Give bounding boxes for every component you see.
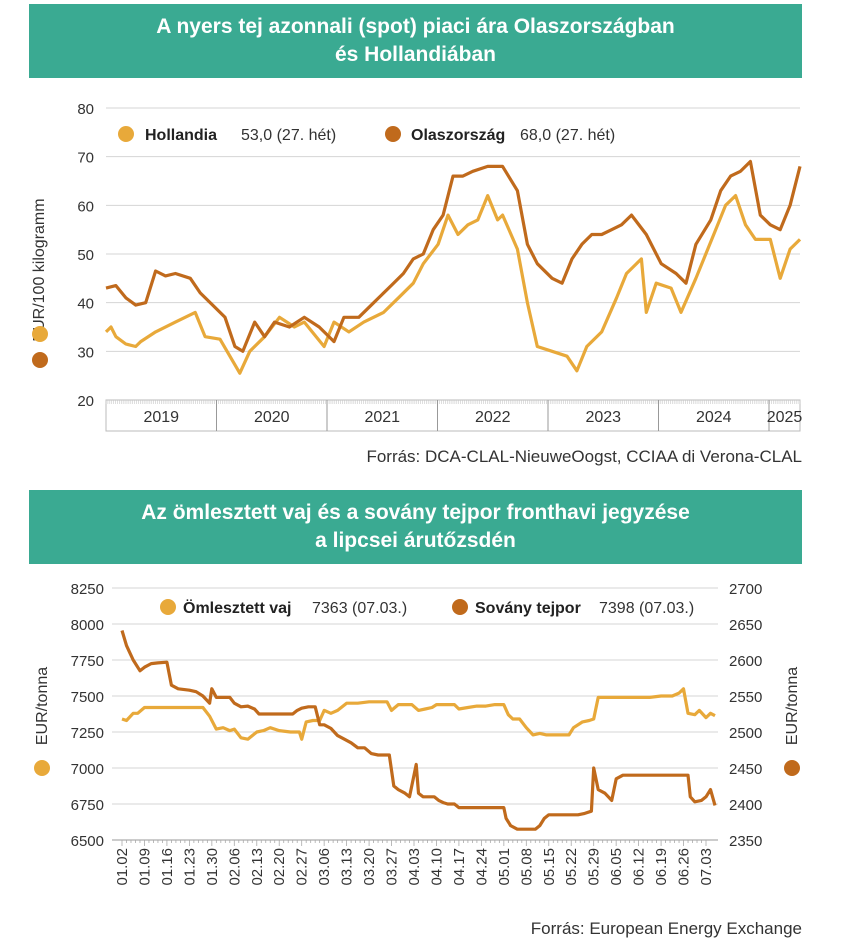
- chart1-y-tick-label: 80: [77, 101, 94, 118]
- chart2-series-line-vaj: [121, 687, 716, 741]
- chart2-x-tick-label: 02.13: [249, 848, 266, 886]
- chart2-source: Forrás: European Energy Exchange: [531, 919, 802, 938]
- legend-hollandia-value: 53,0 (27. hét): [241, 127, 336, 144]
- chart1-y-tick-label: 60: [77, 198, 94, 215]
- chart2-y-tick-label-left: 6500: [71, 833, 104, 850]
- chart2-title-banner: Az ömlesztett vaj és a sovány tejpor fro…: [29, 490, 802, 564]
- chart2-series-lines: [120, 630, 717, 831]
- chart2-x-tick-label: 04.10: [429, 848, 446, 886]
- chart2-x-tick-label: 06.12: [631, 848, 648, 886]
- chart2-y-tick-label-left: 8250: [71, 581, 104, 598]
- chart1-y-tick-label: 70: [77, 150, 94, 167]
- chart2-x-tick-label: 04.03: [406, 848, 423, 886]
- chart1-title-line2: és Hollandiában: [334, 43, 497, 66]
- legend-olaszorszag-name: Olaszország: [411, 127, 505, 144]
- chart2-x-tick-label: 05.22: [563, 848, 580, 886]
- legend-vaj-value: 7363 (07.03.): [312, 600, 407, 617]
- chart2-y-ticks: 8250 8000 7750 7500 7250 7000 6750 6500 2700 2650…: [71, 581, 763, 850]
- chart1-y-tick-label: 50: [77, 247, 94, 264]
- y-axis-olaszorszag-marker: [32, 352, 48, 368]
- legend-tejpor-value: 7398 (07.03.): [599, 600, 694, 617]
- legend-vaj-name: Ömlesztett vaj: [183, 598, 291, 617]
- chart2-x-tick-label: 02.27: [294, 848, 311, 886]
- chart2-butter-smp: 8250 8000 7750 7500 7250 7000 6750 6500 2700 2650…: [34, 581, 802, 938]
- chart1-x-tick-label: 2023: [585, 409, 621, 426]
- chart1-x-axis: 2019 2020 2021 2022 2023 2024 2025: [105, 399, 803, 432]
- chart2-y-tick-label-right: 2700: [729, 581, 762, 598]
- chart2-x-tick-label: 06.05: [608, 848, 625, 886]
- chart2-x-tick-label: 07.03: [698, 848, 715, 886]
- chart2-x-tick-label: 02.06: [226, 848, 243, 886]
- chart2-series-line-tejpor: [120, 630, 717, 831]
- chart2-y-tick-label-right: 2600: [729, 653, 762, 670]
- chart2-y-tick-label-left: 7000: [71, 761, 104, 778]
- chart2-x-tick-label: 05.01: [496, 848, 513, 886]
- y-axis-tejpor-marker: [784, 760, 800, 776]
- chart1-gridlines: [106, 107, 800, 352]
- chart1-title-banner: A nyers tej azonnali (spot) piaci ára Ol…: [29, 4, 802, 78]
- chart2-x-tick-label: 03.13: [339, 848, 356, 886]
- legend-hollandia-name: Hollandia: [145, 127, 217, 144]
- chart2-x-tick-label: 03.20: [361, 848, 378, 886]
- chart2-y-tick-label-right: 2350: [729, 833, 762, 850]
- chart2-x-tick-label: 03.27: [384, 848, 401, 886]
- legend-hollandia-marker: [118, 126, 134, 142]
- chart1-y-ticks: 80 70 60 50 40 30 20: [77, 101, 94, 410]
- chart2-x-tick-label: 01.23: [181, 848, 198, 886]
- chart2-y-tick-label-left: 8000: [71, 617, 104, 634]
- legend-tejpor-marker: [452, 599, 468, 615]
- chart1-y-tick-label: 20: [77, 393, 94, 410]
- chart2-x-tick-label: 05.29: [586, 848, 603, 886]
- chart2-x-axis: 01.02 01.09 01.16 01.23 01.30 02.06 02.13 02.20…: [112, 839, 718, 886]
- chart2-y-tick-label-left: 7250: [71, 725, 104, 742]
- chart2-x-tick-label: 06.19: [653, 848, 670, 886]
- chart1-y-tick-label: 30: [77, 344, 94, 361]
- chart2-y-tick-label-left: 6750: [71, 797, 104, 814]
- chart2-x-tick-label: 02.20: [271, 848, 288, 886]
- chart1-series-line-hollandia: [104, 194, 802, 375]
- chart2-x-tick-label: 05.15: [541, 848, 558, 886]
- chart1-y-tick-label: 40: [77, 296, 94, 313]
- chart2-x-tick-label: 06.26: [676, 848, 693, 886]
- chart1-source: Forrás: DCA-CLAL-NieuweOogst, CCIAA di V…: [366, 447, 802, 466]
- chart2-title-line2: a lipcsei árutőzsdén: [315, 529, 516, 552]
- chart1-x-tick-label: 2020: [254, 409, 290, 426]
- chart2-x-tick-label: 01.09: [137, 848, 154, 886]
- chart2-y-axis-label-left: EUR/tonna: [34, 667, 51, 745]
- legend-olaszorszag-marker: [385, 126, 401, 142]
- chart2-y-tick-label-left: 7750: [71, 653, 104, 670]
- chart1-series-line-olaszorszag: [105, 159, 802, 353]
- chart2-title-line1: Az ömlesztett vaj és a sovány tejpor fro…: [141, 501, 690, 524]
- chart2-y-tick-label-right: 2550: [729, 689, 762, 706]
- chart1-x-tick-label: 2024: [696, 409, 732, 426]
- chart2-x-tick-label: 01.16: [159, 848, 176, 886]
- chart2-y-tick-label-right: 2400: [729, 797, 762, 814]
- legend-tejpor-name: Sovány tejpor: [475, 600, 581, 617]
- chart2-gridlines: [112, 587, 718, 841]
- chart2-y-tick-label-right: 2500: [729, 725, 762, 742]
- chart2-x-tick-label: 03.06: [316, 848, 333, 886]
- chart2-x-tick-label: 04.24: [473, 848, 490, 886]
- chart1-series-lines: [104, 159, 802, 375]
- chart2-y-tick-label-right: 2450: [729, 761, 762, 778]
- chart2-y-tick-label-right: 2650: [729, 617, 762, 634]
- chart2-y-axis-label-right: EUR/tonna: [784, 667, 801, 745]
- chart2-x-tick-label: 04.17: [451, 848, 468, 886]
- chart1-x-tick-label: 2021: [364, 409, 400, 426]
- chart1-y-axis-label: EUR/100 kilogramm: [31, 198, 48, 341]
- chart1-x-tick-label: 2025: [767, 409, 803, 426]
- chart2-x-tick-label: 01.30: [204, 848, 221, 886]
- chart2-x-tick-label: 05.08: [518, 848, 535, 886]
- y-axis-vaj-marker: [34, 760, 50, 776]
- y-axis-hollandia-marker: [32, 326, 48, 342]
- chart2-x-tick-label: 01.02: [114, 848, 131, 886]
- chart1-x-tick-label: 2022: [475, 409, 511, 426]
- chart1-x-tick-label: 2019: [143, 409, 179, 426]
- chart2-y-tick-label-left: 7500: [71, 689, 104, 706]
- legend-vaj-marker: [160, 599, 176, 615]
- chart1-title-line1: A nyers tej azonnali (spot) piaci ára Ol…: [156, 15, 675, 38]
- legend-olaszorszag-value: 68,0 (27. hét): [520, 127, 615, 144]
